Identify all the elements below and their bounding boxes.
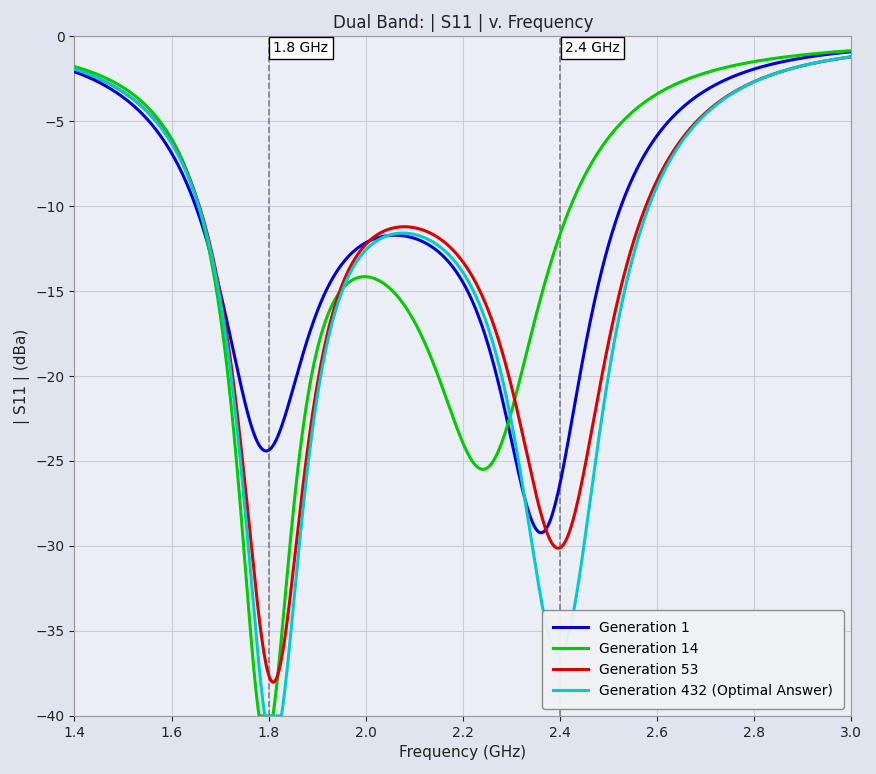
Generation 53	[846, 53, 857, 62]
Generation 14	[254, 711, 265, 721]
Generation 1	[69, 67, 80, 77]
Generation 14	[158, 121, 168, 130]
Generation 14	[204, 245, 215, 254]
Generation 53	[747, 77, 758, 87]
Generation 432 (Optimal Answer)	[69, 64, 80, 74]
Generation 53	[69, 65, 80, 74]
Y-axis label: | S11 | (dBa): | S11 | (dBa)	[14, 328, 30, 423]
Text: 1.8 GHz: 1.8 GHz	[273, 41, 328, 55]
Line: Generation 1: Generation 1	[74, 52, 851, 533]
Generation 53	[204, 237, 215, 246]
Generation 1	[367, 235, 378, 245]
Generation 53	[268, 677, 279, 687]
Generation 432 (Optimal Answer)	[846, 52, 857, 61]
Generation 432 (Optimal Answer)	[831, 54, 842, 63]
Generation 53	[158, 125, 168, 135]
Generation 1	[846, 47, 857, 57]
Generation 432 (Optimal Answer)	[204, 240, 215, 249]
Generation 1	[747, 65, 758, 74]
Text: 2.4 GHz: 2.4 GHz	[565, 41, 619, 55]
Generation 1	[831, 49, 842, 58]
Legend: Generation 1, Generation 14, Generation 53, Generation 432 (Optimal Answer): Generation 1, Generation 14, Generation …	[542, 610, 844, 709]
Generation 14	[367, 273, 378, 283]
Line: Generation 432 (Optimal Answer): Generation 432 (Optimal Answer)	[74, 57, 851, 716]
Generation 14	[401, 303, 412, 313]
Generation 53	[367, 234, 378, 243]
Generation 14	[831, 47, 842, 57]
Line: Generation 14: Generation 14	[74, 50, 851, 716]
Generation 14	[747, 57, 758, 67]
Generation 432 (Optimal Answer)	[747, 78, 758, 87]
Generation 1	[158, 135, 168, 144]
Generation 432 (Optimal Answer)	[158, 125, 168, 135]
Generation 432 (Optimal Answer)	[401, 228, 412, 238]
Generation 14	[69, 62, 80, 71]
X-axis label: Frequency (GHz): Frequency (GHz)	[399, 745, 526, 760]
Generation 432 (Optimal Answer)	[367, 239, 378, 248]
Generation 1	[204, 244, 215, 253]
Generation 1	[400, 231, 411, 241]
Line: Generation 53: Generation 53	[74, 57, 851, 682]
Title: Dual Band: | S11 | v. Frequency: Dual Band: | S11 | v. Frequency	[333, 14, 593, 32]
Generation 53	[831, 54, 842, 63]
Generation 14	[846, 46, 857, 55]
Generation 432 (Optimal Answer)	[260, 711, 271, 721]
Generation 53	[401, 222, 412, 231]
Generation 1	[536, 528, 547, 537]
